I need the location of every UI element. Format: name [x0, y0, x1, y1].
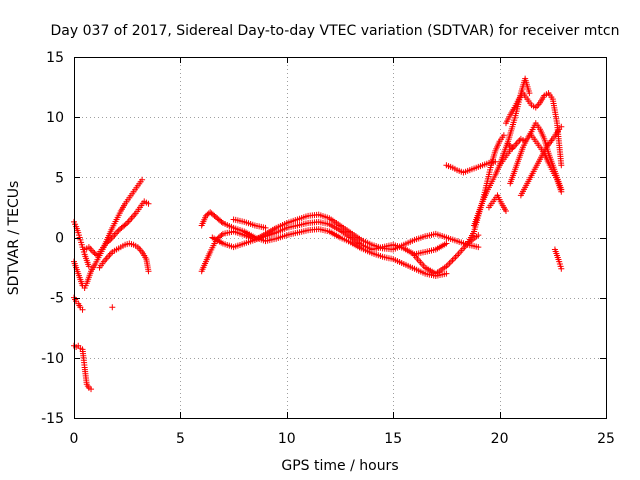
data-point — [262, 224, 269, 231]
data-points — [71, 75, 565, 393]
series-arc-k — [230, 216, 269, 231]
y-tick-label: -15 — [41, 411, 64, 427]
series-arc-p — [485, 192, 509, 215]
data-point — [218, 218, 225, 225]
series-arc-j — [209, 211, 482, 253]
data-point — [218, 232, 225, 239]
x-tick-label: 0 — [70, 431, 79, 447]
data-point — [139, 176, 146, 183]
y-tick-labels: -15 -10 -5 0 5 10 15 — [41, 50, 64, 427]
data-point — [79, 306, 86, 313]
data-point — [443, 240, 450, 247]
data-point — [443, 270, 450, 277]
chart-title: Day 037 of 2017, Sidereal Day-to-day VTE… — [51, 23, 620, 39]
x-tick-label: 15 — [384, 431, 402, 447]
series-arc-d — [71, 342, 95, 393]
series-arc-c — [71, 294, 86, 313]
data-point — [92, 251, 99, 258]
data-point — [451, 255, 457, 262]
data-point — [88, 386, 95, 393]
y-axis-label: SDTVAR / TECUs — [6, 181, 22, 296]
data-point — [558, 123, 565, 130]
data-point — [500, 132, 507, 139]
series-arc-l — [411, 232, 482, 277]
series-arc-m — [443, 158, 499, 176]
data-point — [145, 200, 152, 207]
grid-lines — [74, 57, 606, 418]
axis-ticks — [74, 57, 607, 419]
data-point — [452, 254, 459, 261]
series-arc-r — [505, 135, 529, 152]
data-point — [449, 257, 456, 264]
x-axis-label: GPS time / hours — [281, 458, 398, 474]
data-point — [558, 265, 565, 272]
data-point — [526, 90, 533, 97]
data-point — [122, 221, 129, 228]
data-point — [446, 260, 453, 267]
y-tick-label: 0 — [55, 231, 64, 247]
x-tick-label: 25 — [597, 431, 615, 447]
y-tick-label: 5 — [55, 170, 64, 186]
series-arc-f — [96, 240, 152, 275]
data-point — [105, 238, 112, 245]
y-tick-label: 15 — [46, 50, 64, 66]
series-arc-t — [502, 90, 565, 169]
data-point — [447, 258, 454, 265]
x-tick-labels: 0 5 10 15 20 25 — [70, 431, 615, 447]
series-arc-u — [517, 123, 565, 199]
x-tick-label: 10 — [278, 431, 296, 447]
series-arc-w — [551, 246, 565, 272]
x-tick-label: 20 — [491, 431, 509, 447]
series-arc-e — [81, 198, 152, 259]
series-arc-a — [71, 176, 146, 292]
series-arc-v — [528, 132, 565, 195]
series-arc-q — [496, 75, 533, 169]
data-point — [145, 268, 152, 275]
y-tick-label: -10 — [41, 351, 64, 367]
data-point — [558, 188, 565, 195]
data-point — [444, 261, 451, 268]
data-point — [475, 244, 482, 251]
y-tick-label: -5 — [50, 291, 64, 307]
data-point — [558, 162, 565, 169]
x-tick-label: 5 — [176, 431, 185, 447]
series-arc-g — [109, 304, 116, 311]
y-tick-label: 10 — [46, 110, 64, 126]
data-point — [475, 232, 482, 239]
data-point — [85, 263, 92, 270]
data-point — [109, 304, 116, 311]
data-point — [502, 208, 509, 215]
